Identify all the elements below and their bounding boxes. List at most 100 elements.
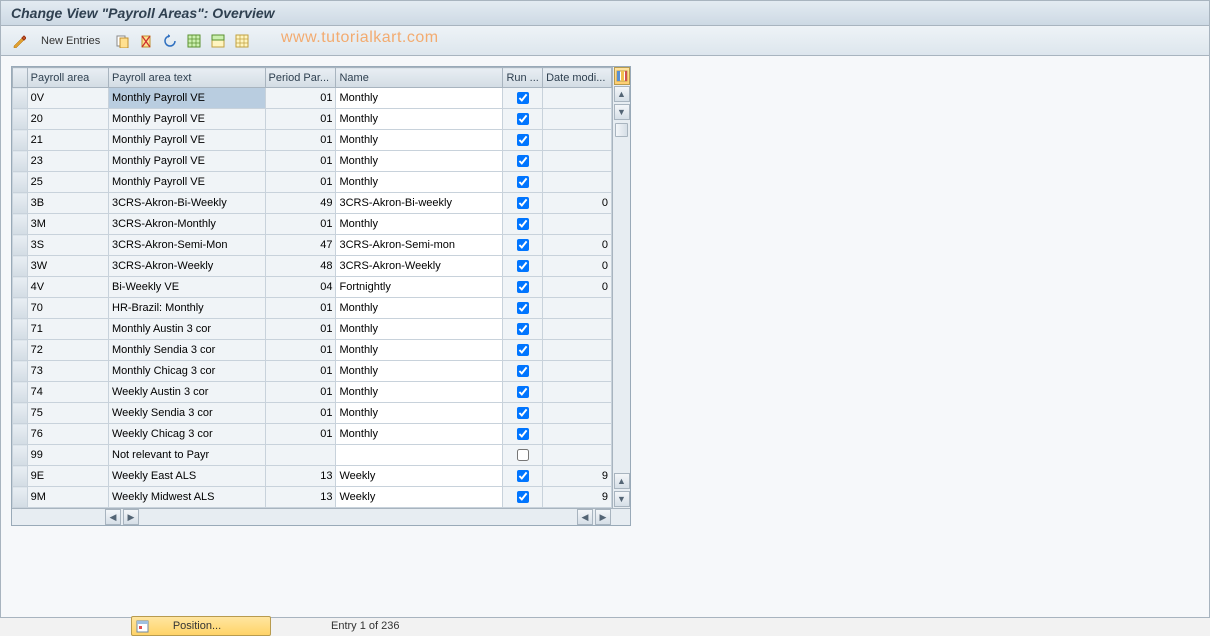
cell-date[interactable] — [543, 88, 612, 109]
cell-run[interactable] — [503, 361, 543, 382]
cell-text[interactable]: 3CRS-Akron-Bi-Weekly — [109, 193, 266, 214]
row-selector[interactable] — [13, 172, 28, 193]
cell-area[interactable]: 99 — [27, 445, 108, 466]
cell-area[interactable]: 9E — [27, 466, 108, 487]
cell-date[interactable] — [543, 424, 612, 445]
cell-run[interactable] — [503, 487, 543, 508]
cell-period[interactable]: 01 — [265, 172, 336, 193]
cell-period[interactable]: 01 — [265, 214, 336, 235]
scroll-left2-button[interactable]: ◀ — [577, 509, 593, 525]
cell-text[interactable]: Weekly Chicag 3 cor — [109, 424, 266, 445]
cell-run[interactable] — [503, 403, 543, 424]
cell-area[interactable]: 71 — [27, 319, 108, 340]
cell-period[interactable]: 01 — [265, 424, 336, 445]
cell-run[interactable] — [503, 193, 543, 214]
cell-period[interactable]: 13 — [265, 487, 336, 508]
cell-text[interactable]: Monthly Payroll VE — [109, 172, 266, 193]
cell-area[interactable]: 9M — [27, 487, 108, 508]
cell-date[interactable] — [543, 214, 612, 235]
cell-run[interactable] — [503, 130, 543, 151]
cell-period[interactable]: 01 — [265, 340, 336, 361]
scroll-down2-button[interactable]: ▼ — [614, 491, 630, 507]
cell-area[interactable]: 0V — [27, 88, 108, 109]
vertical-scrollbar[interactable]: ▲ ▼ ▲ ▼ — [612, 67, 630, 508]
cell-date[interactable] — [543, 151, 612, 172]
row-selector[interactable] — [13, 298, 28, 319]
cell-date[interactable]: 9 — [543, 487, 612, 508]
cell-date[interactable]: 0 — [543, 235, 612, 256]
cell-area[interactable]: 3S — [27, 235, 108, 256]
cell-area[interactable]: 76 — [27, 424, 108, 445]
cell-text[interactable]: 3CRS-Akron-Semi-Mon — [109, 235, 266, 256]
position-button[interactable]: Position... — [131, 616, 271, 636]
cell-date[interactable]: 0 — [543, 277, 612, 298]
cell-area[interactable]: 73 — [27, 361, 108, 382]
cell-period[interactable]: 01 — [265, 298, 336, 319]
cell-run[interactable] — [503, 445, 543, 466]
cell-run[interactable] — [503, 172, 543, 193]
select-all-icon[interactable] — [184, 31, 204, 51]
run-checkbox[interactable] — [517, 449, 529, 461]
col-period[interactable]: Period Par... — [265, 68, 336, 88]
row-selector[interactable] — [13, 487, 28, 508]
cell-period[interactable]: 01 — [265, 382, 336, 403]
row-selector[interactable] — [13, 109, 28, 130]
col-date[interactable]: Date modi... — [543, 68, 612, 88]
cell-area[interactable]: 3W — [27, 256, 108, 277]
scroll-up-button[interactable]: ▲ — [614, 86, 630, 102]
cell-date[interactable]: 9 — [543, 466, 612, 487]
cell-run[interactable] — [503, 382, 543, 403]
row-selector[interactable] — [13, 256, 28, 277]
config-columns-icon[interactable] — [614, 67, 630, 85]
scroll-up2-button[interactable]: ▲ — [614, 473, 630, 489]
cell-run[interactable] — [503, 109, 543, 130]
col-area[interactable]: Payroll area — [27, 68, 108, 88]
cell-date[interactable] — [543, 130, 612, 151]
select-all-header[interactable] — [13, 68, 28, 88]
cell-date[interactable]: 0 — [543, 256, 612, 277]
cell-run[interactable] — [503, 256, 543, 277]
new-entries-button[interactable]: New Entries — [33, 33, 108, 49]
undo-icon[interactable] — [160, 31, 180, 51]
scroll-right2-button[interactable]: ▶ — [595, 509, 611, 525]
cell-area[interactable]: 23 — [27, 151, 108, 172]
run-checkbox[interactable] — [517, 386, 529, 398]
row-selector[interactable] — [13, 361, 28, 382]
cell-period[interactable]: 01 — [265, 151, 336, 172]
scroll-right-button[interactable]: ▶ — [123, 509, 139, 525]
run-checkbox[interactable] — [517, 239, 529, 251]
scroll-thumb[interactable] — [615, 123, 628, 137]
cell-text[interactable]: Monthly Payroll VE — [109, 109, 266, 130]
run-checkbox[interactable] — [517, 281, 529, 293]
cell-period[interactable]: 01 — [265, 361, 336, 382]
cell-run[interactable] — [503, 319, 543, 340]
cell-area[interactable]: 25 — [27, 172, 108, 193]
run-checkbox[interactable] — [517, 218, 529, 230]
cell-date[interactable] — [543, 361, 612, 382]
run-checkbox[interactable] — [517, 491, 529, 503]
cell-text[interactable]: HR-Brazil: Monthly — [109, 298, 266, 319]
cell-run[interactable] — [503, 88, 543, 109]
cell-period[interactable]: 01 — [265, 130, 336, 151]
run-checkbox[interactable] — [517, 344, 529, 356]
cell-text[interactable]: Monthly Payroll VE — [109, 130, 266, 151]
row-selector[interactable] — [13, 340, 28, 361]
scroll-down-button[interactable]: ▼ — [614, 104, 630, 120]
row-selector[interactable] — [13, 130, 28, 151]
row-selector[interactable] — [13, 214, 28, 235]
row-selector[interactable] — [13, 88, 28, 109]
cell-text[interactable]: Not relevant to Payr — [109, 445, 266, 466]
row-selector[interactable] — [13, 403, 28, 424]
select-block-icon[interactable] — [208, 31, 228, 51]
cell-period[interactable] — [265, 445, 336, 466]
cell-run[interactable] — [503, 214, 543, 235]
row-selector[interactable] — [13, 193, 28, 214]
row-selector[interactable] — [13, 151, 28, 172]
change-icon[interactable] — [9, 31, 29, 51]
cell-text[interactable]: Weekly Midwest ALS — [109, 487, 266, 508]
run-checkbox[interactable] — [517, 407, 529, 419]
cell-area[interactable]: 3B — [27, 193, 108, 214]
cell-run[interactable] — [503, 340, 543, 361]
cell-area[interactable]: 3M — [27, 214, 108, 235]
cell-area[interactable]: 4V — [27, 277, 108, 298]
